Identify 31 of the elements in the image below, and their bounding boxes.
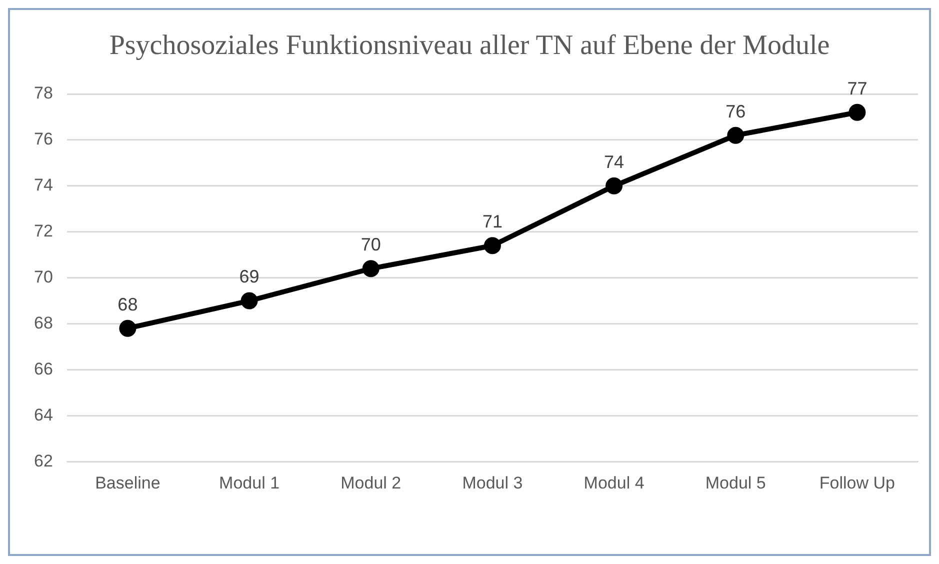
point — [362, 260, 380, 278]
data-label: 68 — [118, 294, 138, 314]
y-tick-label: 66 — [34, 359, 53, 378]
x-tick-label: Modul 3 — [462, 473, 523, 492]
x-tick-label: Modul 2 — [340, 473, 402, 492]
x-tick-label: Modul 4 — [584, 473, 644, 492]
point — [727, 126, 744, 144]
point — [848, 104, 866, 121]
point — [484, 237, 501, 254]
data-label: 74 — [604, 152, 624, 172]
y-tick-label: 62 — [34, 451, 53, 470]
data-label: 69 — [239, 266, 260, 287]
data-label: 70 — [360, 234, 381, 255]
y-tick-label: 64 — [34, 405, 53, 424]
y-tick-label: 74 — [34, 176, 53, 195]
y-tick-label: 76 — [34, 130, 53, 149]
y-tick-label: 78 — [34, 84, 53, 103]
point — [606, 177, 623, 194]
chart-title: Psychosoziales Funktionsniveau aller TN auf Ebene der Module — [108, 29, 831, 63]
y-tick-label: 72 — [34, 222, 53, 241]
x-tick-label: Modul 1 — [219, 473, 280, 492]
x-tick-label: Modul 5 — [705, 473, 766, 492]
point — [240, 292, 258, 310]
data-label: 71 — [482, 212, 502, 232]
y-tick-label: 68 — [34, 313, 53, 332]
y-tick-label: 70 — [34, 267, 53, 286]
x-tick-label: Follow Up — [819, 473, 896, 492]
data-label: 77 — [847, 78, 868, 98]
point — [119, 320, 136, 337]
x-tick-label: Baseline — [95, 473, 160, 492]
data-label: 76 — [726, 101, 746, 122]
